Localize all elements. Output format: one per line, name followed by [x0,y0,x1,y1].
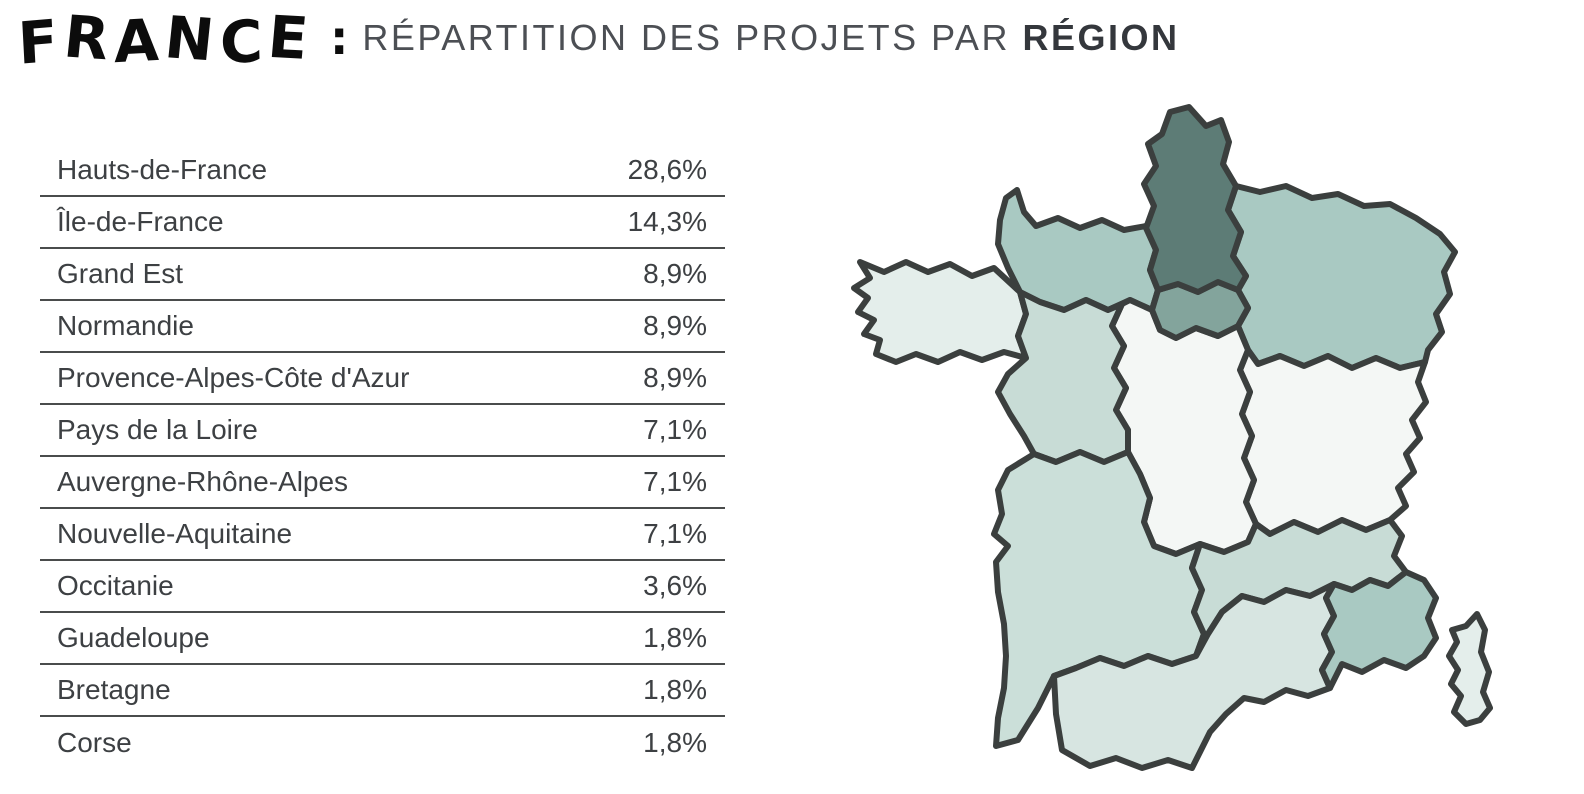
map-region-grand-est [1225,183,1458,371]
table-row: Auvergne-Rhône-Alpes 7,1% [40,457,725,509]
map-region-bourgogne-franche-comte [1237,347,1429,537]
region-name: Nouvelle-Aquitaine [57,518,293,549]
region-value: 3,6% [643,570,707,601]
region-value: 7,1% [643,414,707,445]
france-map-svg [851,104,1493,771]
region-value: 28,6% [627,154,707,185]
region-value: 7,1% [643,466,707,497]
table-row: Occitanie 3,6% [40,561,725,613]
region-table: Hauts-de-France 28,6% Île-de-France 14,3… [40,145,725,769]
region-name: Île-de-France [57,206,224,237]
map-region-bretagne [851,259,1029,365]
region-name: Occitanie [57,570,174,601]
region-value: 8,9% [643,362,707,393]
region-value: 14,3% [627,206,707,237]
map-region-provence-alpes-cote-d-azur [1319,569,1439,691]
region-name: Corse [57,727,132,758]
region-value: 8,9% [643,310,707,341]
region-name: Grand Est [57,258,184,289]
region-name: Hauts-de-France [57,154,268,185]
region-value: 1,8% [643,622,707,653]
subtitle-text: RÉPARTITION DES PROJETS PAR [362,17,1010,58]
brand-letter: C [218,6,270,78]
region-value: 7,1% [643,518,707,549]
table-row: Provence-Alpes-Côte d'Azur 8,9% [40,353,725,405]
region-name: Pays de la Loire [57,414,258,445]
region-value: 1,8% [643,674,707,705]
table-row: Guadeloupe 1,8% [40,613,725,665]
brand-letter: R [60,2,118,74]
table-row: Normandie 8,9% [40,301,725,353]
brand-letter: A [113,5,166,77]
region-name: Auvergne-Rhône-Alpes [57,466,349,497]
subtitle: RÉPARTITION DES PROJETS PAR RÉGION [362,17,1179,59]
table-row: Bretagne 1,8% [40,665,725,717]
map-region-hauts-de-france [1141,104,1249,295]
region-name: Provence-Alpes-Côte d'Azur [57,362,410,393]
france-choropleth-map [840,100,1500,772]
subtitle-emphasis: RÉGION [1022,17,1180,58]
map-region-occitanie [1051,581,1337,771]
table-row: Île-de-France 14,3% [40,197,725,249]
brand-title: FRANCE [16,2,318,78]
table-row: Grand Est 8,9% [40,249,725,301]
table-row: Corse 1,8% [40,717,725,769]
region-name: Bretagne [57,674,171,705]
region-name: Guadeloupe [57,622,210,653]
brand-letter: E [265,2,318,74]
region-value: 8,9% [643,258,707,289]
brand-letter: N [161,3,224,75]
table-row: Pays de la Loire 7,1% [40,405,725,457]
region-name: Normandie [57,310,194,341]
title-colon: : [329,11,349,65]
table-row: Nouvelle-Aquitaine 7,1% [40,509,725,561]
brand-letter: F [16,6,66,78]
region-value: 1,8% [643,727,707,758]
page-title: FRANCE: RÉPARTITION DES PROJETS PAR RÉGIO… [16,2,1179,78]
table-row: Hauts-de-France 28,6% [40,145,725,197]
map-region-corse [1446,611,1493,727]
